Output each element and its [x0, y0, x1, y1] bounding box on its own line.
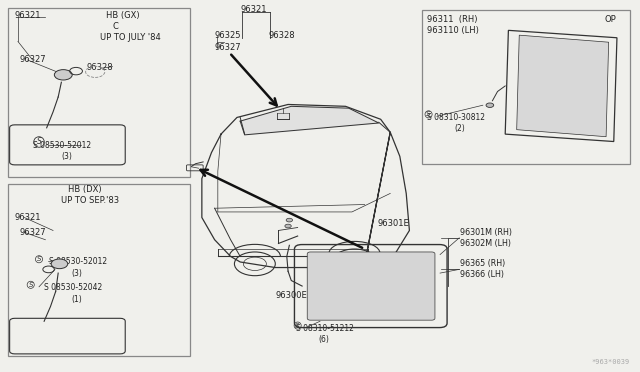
Circle shape: [286, 218, 292, 222]
Text: HB (DX): HB (DX): [68, 185, 101, 194]
Circle shape: [54, 70, 72, 80]
Text: S: S: [28, 282, 33, 288]
Text: 96321: 96321: [15, 213, 41, 222]
Text: 96311  (RH): 96311 (RH): [428, 15, 478, 24]
Text: UP TO JULY '84: UP TO JULY '84: [100, 33, 161, 42]
Text: C: C: [113, 22, 118, 31]
Text: S 08530-52012: S 08530-52012: [33, 141, 91, 150]
Text: 96327: 96327: [214, 42, 241, 51]
Circle shape: [486, 103, 493, 108]
Text: 96321: 96321: [15, 11, 41, 20]
Text: (3): (3): [61, 152, 72, 161]
Text: (1): (1): [71, 295, 82, 304]
Circle shape: [51, 259, 68, 269]
Text: S: S: [36, 138, 42, 147]
Text: S 08310-51212: S 08310-51212: [296, 324, 354, 333]
Text: 96300E: 96300E: [275, 291, 307, 300]
Text: HB (GX): HB (GX): [106, 11, 140, 20]
Text: 96301M (RH): 96301M (RH): [461, 228, 513, 237]
FancyBboxPatch shape: [307, 252, 435, 320]
Text: 96301E: 96301E: [378, 219, 409, 228]
Text: 96366 (LH): 96366 (LH): [461, 270, 504, 279]
Text: S: S: [296, 323, 300, 328]
Text: S: S: [426, 111, 431, 117]
Text: 96328: 96328: [87, 63, 113, 72]
Polygon shape: [516, 35, 609, 137]
Text: 963110 (LH): 963110 (LH): [428, 26, 479, 35]
Polygon shape: [240, 106, 379, 135]
Text: 96325: 96325: [214, 31, 241, 41]
Text: 96327: 96327: [20, 228, 47, 237]
Bar: [8, 8, 190, 177]
Text: UP TO SEP.'83: UP TO SEP.'83: [61, 196, 120, 205]
Text: S 08530-52012: S 08530-52012: [49, 257, 107, 266]
Text: 96328: 96328: [269, 31, 296, 41]
Text: 96302M (LH): 96302M (LH): [461, 239, 511, 248]
Text: (3): (3): [71, 269, 82, 278]
Text: S 08530-52042: S 08530-52042: [44, 283, 102, 292]
Text: 96321: 96321: [240, 6, 267, 15]
Text: (2): (2): [454, 124, 465, 133]
Text: S: S: [36, 256, 41, 262]
Text: *963*0039: *963*0039: [591, 359, 630, 365]
Text: S 08310-30812: S 08310-30812: [428, 113, 485, 122]
Text: (6): (6): [319, 335, 330, 344]
Bar: [8, 184, 190, 356]
Bar: [422, 10, 630, 164]
Circle shape: [285, 224, 291, 228]
Text: 96365 (RH): 96365 (RH): [461, 259, 506, 268]
Text: 96327: 96327: [20, 55, 47, 64]
Text: OP: OP: [604, 15, 616, 24]
